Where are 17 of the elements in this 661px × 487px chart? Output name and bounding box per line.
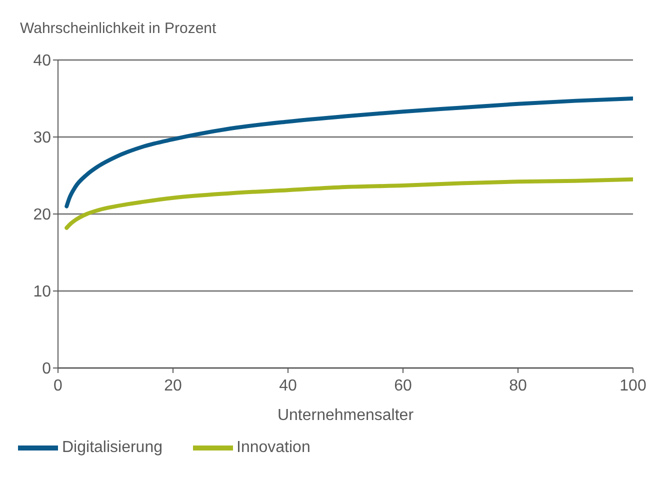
legend-label: Innovation — [236, 439, 310, 456]
y-tick-label: 40 — [33, 52, 52, 70]
y-tick-label: 10 — [33, 284, 52, 301]
y-tick-label: 30 — [33, 130, 52, 147]
line-series — [64, 177, 633, 230]
x-tick-label: 40 — [279, 377, 297, 394]
x-tick-label: 80 — [509, 377, 527, 394]
x-tick-label: 0 — [54, 377, 63, 394]
line-series — [64, 96, 633, 208]
x-tick-label: 100 — [620, 377, 646, 394]
x-tick-label: 60 — [394, 377, 412, 394]
x-tick-label: 20 — [164, 377, 182, 394]
legend-label: Digitalisierung — [62, 439, 162, 456]
y-tick-label: 20 — [33, 206, 52, 224]
x-axis-title: Unternehmensalter — [277, 407, 414, 424]
y-tick-label: 0 — [42, 360, 52, 378]
y-axis-title: Wahrscheinlichkeit in Prozent — [20, 20, 216, 37]
